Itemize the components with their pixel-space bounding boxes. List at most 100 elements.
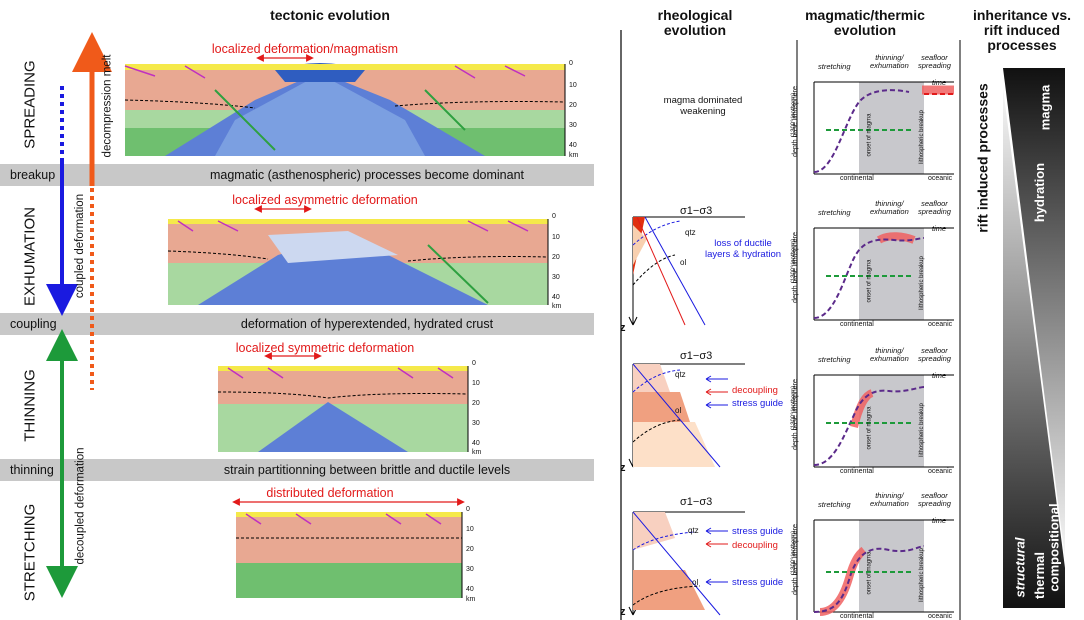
- rheology-plot-thinning: [628, 363, 745, 468]
- tick: 10: [472, 380, 480, 387]
- tick: 0: [466, 506, 470, 513]
- tick: km: [466, 596, 476, 603]
- rheo3-arrows: [705, 375, 728, 409]
- onset-magma-label: onset of magma: [866, 406, 873, 450]
- decompression-label: decompression melt: [101, 54, 114, 158]
- breakup-label: lithospheric breakup: [918, 110, 925, 164]
- isotherm-label: (1300° isotherm): [791, 238, 798, 284]
- rift-induced-label: rift induced processes: [974, 83, 991, 233]
- sigma-label: σ1−σ3: [680, 205, 713, 217]
- tick: 0: [569, 60, 573, 67]
- decoupling-label: decoupling: [732, 540, 778, 551]
- band-desc: strain partitionning between brittle and…: [223, 463, 511, 477]
- onset-magma-label: onset of magma: [866, 113, 873, 157]
- tick: km: [569, 152, 579, 159]
- thermal-label: thermal: [1031, 552, 1047, 599]
- qtz-label: qtz: [675, 370, 686, 379]
- compositional-label: compositional: [1046, 503, 1062, 592]
- tick: 40: [472, 440, 480, 447]
- thermal-curve: [813, 374, 954, 468]
- hydration-wedge-label: hydration: [1032, 162, 1048, 223]
- continental-label: continental: [840, 175, 874, 182]
- band-thinning: thinning strain partitionning between br…: [0, 459, 594, 481]
- structural-label: structural: [1012, 537, 1028, 598]
- breakup-label: lithospheric breakup: [918, 256, 925, 310]
- thermal-curve: [813, 519, 954, 616]
- oceanic-label: oceanic: [928, 613, 953, 620]
- phase-stretching: stretching: [818, 500, 851, 509]
- breakup-label: lithospheric breakup: [918, 403, 925, 457]
- tick: 30: [552, 274, 560, 281]
- section-title-stretching: distributed deformation: [266, 486, 394, 500]
- ol-label: ol: [675, 406, 682, 415]
- continental-label: continental: [840, 468, 874, 475]
- band-label: thinning: [10, 463, 54, 477]
- tick: 20: [552, 254, 560, 261]
- phase-seafloor: seafloor spreading: [918, 491, 951, 508]
- tick: 40: [466, 586, 474, 593]
- decoupling-label: decoupling: [732, 385, 778, 396]
- tick: 40: [552, 294, 560, 301]
- cross-section-thinning: [217, 352, 469, 452]
- rheology-plot-stretching: [628, 511, 745, 616]
- band-breakup: breakup magmatic (asthenospheric) proces…: [0, 164, 594, 186]
- phase-thinning: thinning/ exhumation: [870, 53, 909, 70]
- continental-label: continental: [840, 321, 874, 328]
- stress-guide-label: stress guide: [732, 398, 784, 409]
- magmatic-header: magmatic/thermic evolution: [805, 7, 925, 38]
- isotherm-label: (1300° isotherm): [791, 92, 798, 138]
- tick: 20: [466, 546, 474, 553]
- cross-section-stretching: [232, 498, 465, 598]
- tick: 10: [552, 234, 560, 241]
- sigma-label: σ1−σ3: [680, 496, 713, 508]
- z-label: z: [620, 606, 626, 618]
- oceanic-label: oceanic: [928, 321, 953, 328]
- tick: 30: [569, 122, 577, 129]
- isotherm-label: (1300° isotherm): [791, 530, 798, 576]
- coupled-label: coupled deformation: [74, 193, 87, 299]
- text-line: loss of ductile: [714, 238, 772, 249]
- oceanic-label: oceanic: [928, 468, 953, 475]
- phase-thinning: thinning/ exhumation: [870, 346, 909, 363]
- band-label: breakup: [10, 168, 56, 182]
- decoupled-label: decoupled deformation: [74, 447, 87, 565]
- section-title-spreading: localized deformation/magmatism: [211, 42, 399, 56]
- phase-thinning: thinning/ exhumation: [870, 199, 909, 216]
- magma-wedge-label: magma: [1037, 84, 1053, 131]
- onset-magma-label: onset of magma: [866, 259, 873, 303]
- thermal-curve: [813, 227, 954, 321]
- tick: 20: [472, 400, 480, 407]
- tick: 20: [569, 102, 577, 109]
- thermal-curve: [813, 81, 954, 175]
- band-desc: deformation of hyperextended, hydrated c…: [240, 317, 494, 331]
- band-coupling: coupling deformation of hyperextended, h…: [0, 313, 594, 335]
- section-title-thinning: localized symmetric deformation: [235, 341, 415, 355]
- inheritance-label: inheritance: [1075, 542, 1084, 613]
- stress-guide-label: stress guide: [732, 577, 784, 588]
- tick: 40: [569, 142, 577, 149]
- rheo4-arrows: [705, 527, 728, 586]
- band-label: coupling: [10, 317, 57, 331]
- magmatic-panel: stretching thinning/ exhumation seafloor…: [791, 54, 955, 182]
- tick: 10: [569, 82, 577, 89]
- continental-label: continental: [840, 613, 874, 620]
- magmatic-panel: stretching thinning/ exhumation seafloor…: [791, 200, 955, 328]
- magma-weakening-text: magma dominated weakening: [663, 95, 743, 117]
- stress-guide-label: stress guide: [732, 526, 784, 537]
- text-line: layers & hydration: [705, 249, 782, 260]
- z-label: z: [620, 462, 626, 474]
- cross-section-spreading: [124, 54, 566, 156]
- phase-stretching: stretching: [818, 208, 851, 217]
- sigma-label: σ1−σ3: [680, 350, 713, 362]
- phase-thinning: thinning/ exhumation: [870, 491, 909, 508]
- phase-seafloor: seafloor spreading: [918, 346, 951, 363]
- section-title-exhumation: localized asymmetric deformation: [232, 193, 418, 207]
- band-desc: magmatic (asthenospheric) processes beco…: [209, 168, 525, 182]
- qtz-label: qtz: [688, 526, 699, 535]
- tick: 30: [472, 420, 480, 427]
- tick: 0: [472, 360, 476, 367]
- oceanic-label: oceanic: [928, 175, 953, 182]
- inheritance-header: inheritance vs. rift induced processes: [972, 7, 1072, 53]
- tick: 0: [552, 213, 556, 220]
